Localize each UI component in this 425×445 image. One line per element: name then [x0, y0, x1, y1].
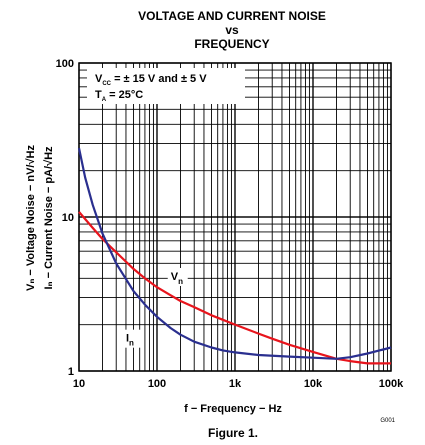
- y-tick-label: 1: [68, 366, 74, 378]
- x-tick-label: 100: [148, 378, 166, 390]
- series-layer: [77, 147, 392, 365]
- series-line-Vn: [78, 211, 391, 365]
- chart-title-line-2: vs: [225, 23, 239, 37]
- condition-vcc-sub: CC: [102, 81, 111, 87]
- y-axis-label-current: Iₙ − Current Noise − pA/√Hz: [43, 146, 55, 290]
- chart-title-line-1: VOLTAGE AND CURRENT NOISE: [138, 9, 326, 23]
- chart-title-line-3: FREQUENCY: [194, 37, 269, 51]
- condition-vcc-value: = ± 15 V and ± 5 V: [111, 73, 207, 85]
- x-tick-label: 1k: [229, 378, 242, 390]
- condition-ta-sub: A: [102, 97, 107, 103]
- annotation-bg: [122, 329, 143, 348]
- x-tick-label: 10k: [304, 378, 323, 390]
- series-annotation-subscript: n: [129, 339, 134, 348]
- figure-code: G001: [380, 418, 395, 424]
- figure-caption: Figure 1.: [208, 426, 258, 440]
- series-annotation-In: In: [126, 333, 134, 348]
- condition-ta: TA = 25°C: [95, 89, 143, 103]
- x-tick-label: 10: [73, 378, 85, 390]
- annotation-bg: [167, 267, 188, 286]
- condition-vcc: VCC = ± 15 V and ± 5 V: [95, 73, 207, 87]
- x-axis-label: f − Frequency − Hz: [184, 403, 282, 415]
- y-tick-label: 100: [56, 58, 74, 70]
- plot-frame: [78, 62, 392, 372]
- conditions-box: [87, 68, 245, 104]
- y-axis-label-voltage: Vₙ − Voltage Noise − nV/√Hz: [25, 145, 37, 291]
- condition-ta-value: = 25°C: [106, 89, 143, 101]
- grid: [78, 62, 392, 372]
- series-line-In: [77, 147, 392, 360]
- series-annotation-subscript: n: [178, 277, 183, 286]
- x-tick-label: 100k: [379, 378, 404, 390]
- y-tick-label: 10: [62, 212, 74, 224]
